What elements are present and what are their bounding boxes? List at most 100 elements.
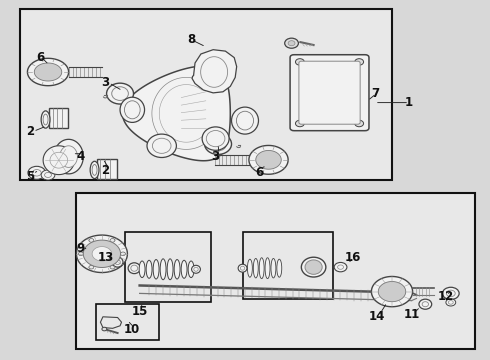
Ellipse shape <box>205 134 232 154</box>
Ellipse shape <box>147 134 176 158</box>
Ellipse shape <box>124 101 140 119</box>
Circle shape <box>355 120 364 127</box>
Circle shape <box>41 170 55 180</box>
Text: 13: 13 <box>97 251 114 264</box>
Circle shape <box>285 38 298 48</box>
Bar <box>20 9 392 180</box>
Ellipse shape <box>43 114 48 125</box>
Circle shape <box>65 154 73 159</box>
Circle shape <box>32 170 41 176</box>
Circle shape <box>89 265 94 269</box>
Ellipse shape <box>202 127 229 150</box>
Text: 2: 2 <box>26 125 34 138</box>
Ellipse shape <box>201 57 227 87</box>
Text: 14: 14 <box>369 310 386 323</box>
Polygon shape <box>371 276 413 307</box>
Ellipse shape <box>305 260 322 274</box>
Ellipse shape <box>167 259 173 280</box>
Ellipse shape <box>206 130 225 147</box>
Ellipse shape <box>237 111 254 130</box>
Ellipse shape <box>253 258 258 278</box>
Ellipse shape <box>192 265 200 273</box>
Ellipse shape <box>194 267 198 271</box>
Ellipse shape <box>152 138 171 153</box>
FancyBboxPatch shape <box>299 61 360 124</box>
Circle shape <box>102 327 107 331</box>
Text: 5: 5 <box>26 170 34 183</box>
Circle shape <box>446 299 456 306</box>
Polygon shape <box>34 63 62 81</box>
Polygon shape <box>92 247 112 261</box>
Ellipse shape <box>422 302 428 307</box>
Polygon shape <box>378 282 406 302</box>
FancyBboxPatch shape <box>290 55 369 131</box>
Circle shape <box>28 166 46 179</box>
Polygon shape <box>122 66 230 161</box>
Circle shape <box>78 252 83 256</box>
Circle shape <box>288 41 295 46</box>
Circle shape <box>295 59 304 65</box>
Ellipse shape <box>153 260 159 279</box>
Polygon shape <box>256 150 281 169</box>
Text: 8: 8 <box>187 33 195 46</box>
Circle shape <box>334 262 347 272</box>
Ellipse shape <box>259 258 264 279</box>
Ellipse shape <box>131 265 138 271</box>
Polygon shape <box>76 235 127 273</box>
Ellipse shape <box>265 258 270 279</box>
Text: 4: 4 <box>77 150 85 163</box>
Ellipse shape <box>188 261 194 278</box>
Circle shape <box>295 120 304 127</box>
Ellipse shape <box>120 97 145 122</box>
Circle shape <box>338 265 343 269</box>
Text: 1: 1 <box>405 96 413 109</box>
Bar <box>96 304 159 340</box>
Polygon shape <box>249 145 288 174</box>
Bar <box>49 108 68 128</box>
Text: 2: 2 <box>101 165 109 177</box>
Text: 12: 12 <box>438 291 454 303</box>
Circle shape <box>448 301 453 304</box>
Ellipse shape <box>107 83 133 104</box>
Ellipse shape <box>271 258 276 278</box>
Ellipse shape <box>277 259 282 277</box>
Polygon shape <box>50 152 68 168</box>
Ellipse shape <box>112 87 128 100</box>
Text: 15: 15 <box>131 305 148 318</box>
Text: 7: 7 <box>371 87 379 100</box>
Bar <box>76 193 475 349</box>
Ellipse shape <box>41 111 50 128</box>
Text: 11: 11 <box>403 309 420 321</box>
Ellipse shape <box>128 263 140 274</box>
Ellipse shape <box>181 260 187 278</box>
Circle shape <box>121 252 125 256</box>
Text: 16: 16 <box>344 251 361 264</box>
Circle shape <box>446 290 455 297</box>
Text: 3: 3 <box>212 150 220 163</box>
Ellipse shape <box>240 266 245 270</box>
Ellipse shape <box>232 107 259 134</box>
Polygon shape <box>27 58 69 86</box>
Polygon shape <box>192 50 237 93</box>
Bar <box>243 232 333 299</box>
Ellipse shape <box>419 299 432 309</box>
Bar <box>311 85 335 108</box>
Ellipse shape <box>210 137 226 151</box>
Text: 6: 6 <box>256 166 264 179</box>
Ellipse shape <box>301 257 326 277</box>
Text: 9: 9 <box>77 242 85 255</box>
Polygon shape <box>54 139 83 174</box>
Circle shape <box>355 59 364 65</box>
Circle shape <box>110 239 115 242</box>
Ellipse shape <box>146 260 152 278</box>
Circle shape <box>89 239 94 242</box>
Text: 6: 6 <box>36 51 44 64</box>
Ellipse shape <box>174 260 180 279</box>
Ellipse shape <box>115 260 121 265</box>
Ellipse shape <box>238 264 247 272</box>
Bar <box>97 159 117 179</box>
Bar <box>125 232 211 302</box>
Circle shape <box>110 265 115 269</box>
Text: 10: 10 <box>124 323 141 336</box>
Polygon shape <box>43 146 74 175</box>
